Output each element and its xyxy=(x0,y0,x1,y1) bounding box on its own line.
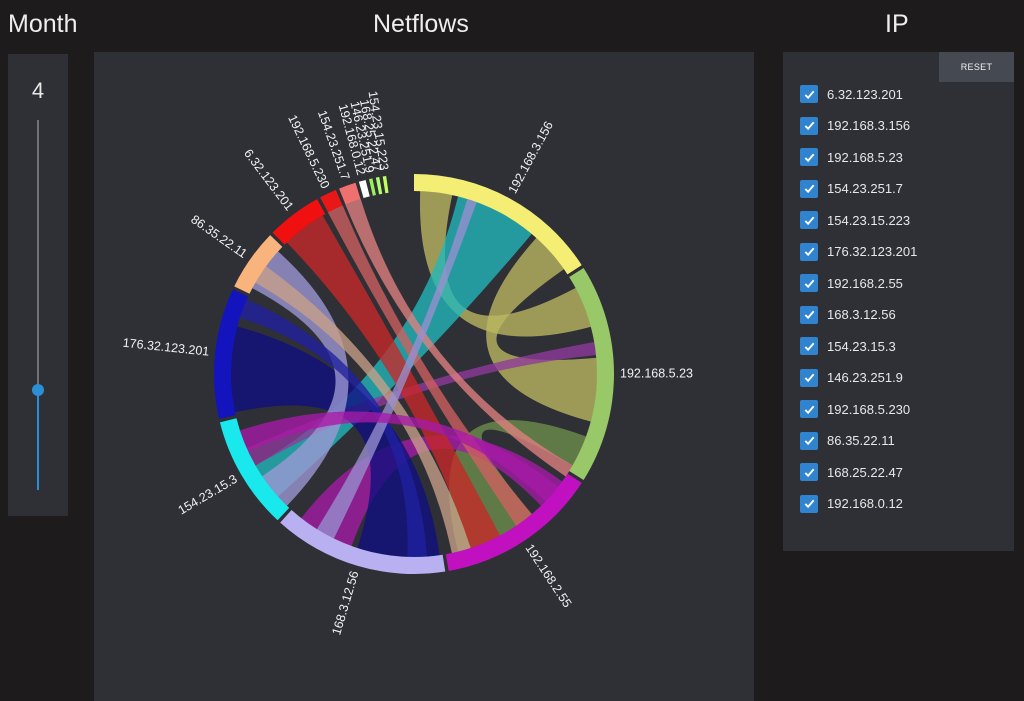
month-header: Month xyxy=(8,10,78,38)
ip-checkbox[interactable] xyxy=(800,211,818,229)
ip-label: 192.168.2.55 xyxy=(827,275,903,291)
netflows-header: Netflows xyxy=(373,10,469,38)
chord-ribbon[interactable] xyxy=(486,237,598,422)
ip-filter-item[interactable]: 192.168.5.230 xyxy=(800,399,910,419)
ip-checkbox[interactable] xyxy=(800,463,818,481)
ip-label: 146.23.251.9 xyxy=(827,370,903,385)
chord-group-arc[interactable] xyxy=(375,177,383,195)
ip-label: 192.168.5.230 xyxy=(827,401,911,417)
ip-label: 192.168.0.12 xyxy=(827,496,903,511)
ip-label: 192.168.5.23 xyxy=(827,149,903,165)
chord-group-arc[interactable] xyxy=(358,179,370,199)
ip-checkbox[interactable] xyxy=(800,494,818,513)
netflows-chord-diagram: 192.168.3.156 192.168.5.23 192.168.2.55 168… xyxy=(122,90,693,637)
chord-group-arc[interactable] xyxy=(414,174,582,275)
chord-group-arc[interactable] xyxy=(369,178,376,196)
chord-ribbon[interactable] xyxy=(239,299,428,558)
chord-ribbon[interactable] xyxy=(230,326,440,558)
chord-group-label: 192.168.3.156 xyxy=(506,119,556,196)
ip-label: 154.23.251.7 xyxy=(827,181,903,196)
chord-group-arc[interactable] xyxy=(234,235,283,294)
ip-label: 192.168.3.156 xyxy=(827,118,911,133)
ip-label: 168.3.12.56 xyxy=(827,307,896,322)
ip-filter-item[interactable]: 168.3.12.56 xyxy=(800,305,896,325)
chord-group-arc[interactable] xyxy=(219,418,290,521)
ip-checkbox[interactable] xyxy=(800,274,818,292)
ip-label: 6.32.123.201 xyxy=(827,86,903,102)
chord-group-label: 192.168.2.55 xyxy=(522,542,574,611)
ip-filter-panel xyxy=(783,52,1014,551)
chord-ribbon[interactable] xyxy=(286,215,501,549)
chord-group-label: 154.23.15.3 xyxy=(176,472,240,518)
ip-filter-item[interactable]: 192.168.5.23 xyxy=(800,147,903,167)
chord-group-label: 192.168.5.23 xyxy=(620,366,693,380)
chord-group-label: 86.35.22.11 xyxy=(188,212,249,261)
ip-filter-item[interactable]: 154.23.15.3 xyxy=(800,336,896,356)
ip-filter-item[interactable]: 176.32.123.201 xyxy=(800,242,917,262)
ip-label: 168.25.22.47 xyxy=(827,464,903,480)
month-slider-fill[interactable] xyxy=(37,390,39,490)
month-value: 4 xyxy=(31,78,45,103)
chord-group-label: 176.32.123.201 xyxy=(122,336,210,359)
ip-checkbox[interactable] xyxy=(800,148,818,166)
ip-filter-item[interactable]: 154.23.251.7 xyxy=(800,179,903,199)
chord-group-arc[interactable] xyxy=(445,473,582,571)
chord-group-arc[interactable] xyxy=(382,175,389,194)
chord-group-label: 6.32.123.201 xyxy=(241,147,296,214)
ip-label: 176.32.123.201 xyxy=(827,244,918,259)
ip-filter-item[interactable]: 146.23.251.9 xyxy=(800,368,903,388)
ip-checkbox[interactable] xyxy=(800,431,818,450)
chord-ribbon[interactable] xyxy=(316,198,477,539)
chord-group-arc[interactable] xyxy=(569,268,614,480)
ip-filter-item[interactable]: 192.168.3.156 xyxy=(800,116,910,136)
ip-header: IP xyxy=(885,10,909,38)
month-slider-track[interactable] xyxy=(37,120,39,390)
chord-group-arc[interactable] xyxy=(280,509,446,574)
chord-ribbon[interactable] xyxy=(327,205,532,527)
ip-checkbox[interactable] xyxy=(800,85,818,103)
ip-filter-item[interactable]: 154.23.15.223 xyxy=(800,210,910,230)
ip-checkbox[interactable] xyxy=(800,305,818,324)
ip-checkbox[interactable] xyxy=(800,368,818,387)
chord-group-arc[interactable] xyxy=(214,289,249,419)
ip-filter-item[interactable]: 168.25.22.47 xyxy=(800,462,903,482)
ip-checkbox[interactable] xyxy=(800,400,818,418)
chord-group-arc[interactable] xyxy=(339,182,361,205)
chord-group-label: 168.3.12.56 xyxy=(329,569,361,636)
ip-label: 154.23.15.223 xyxy=(827,212,911,228)
month-slider-thumb[interactable] xyxy=(32,384,44,396)
ip-checkbox[interactable] xyxy=(800,116,818,135)
ip-label: 86.35.22.11 xyxy=(827,433,895,448)
chord-ribbon[interactable] xyxy=(255,266,471,554)
ip-filter-item[interactable]: 192.168.0.12 xyxy=(800,494,903,514)
ip-checkbox[interactable] xyxy=(800,337,818,355)
ip-filter-item[interactable]: 6.32.123.201 xyxy=(800,84,903,104)
ip-label: 154.23.15.3 xyxy=(827,338,896,354)
chord-group-arc[interactable] xyxy=(320,189,343,213)
chord-group-arc[interactable] xyxy=(272,199,326,245)
ip-checkbox[interactable] xyxy=(800,242,818,261)
ip-checkbox[interactable] xyxy=(800,179,818,198)
reset-button[interactable]: RESET xyxy=(939,52,1014,82)
ip-filter-item[interactable]: 192.168.2.55 xyxy=(800,273,903,293)
ip-filter-item[interactable]: 86.35.22.11 xyxy=(800,431,895,451)
